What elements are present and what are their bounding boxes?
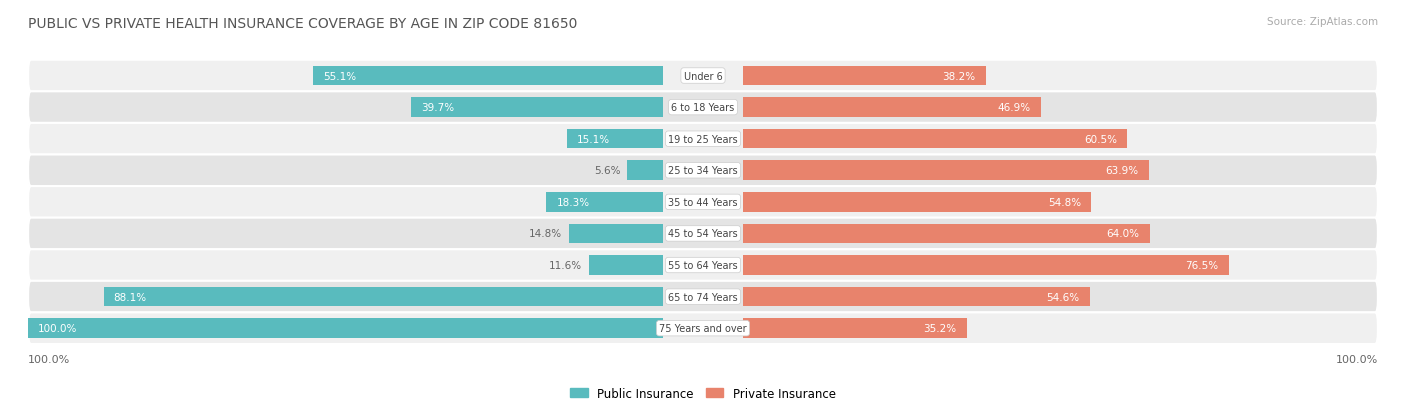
FancyBboxPatch shape <box>28 155 1378 187</box>
Text: 76.5%: 76.5% <box>1185 261 1219 271</box>
Text: 65 to 74 Years: 65 to 74 Years <box>668 292 738 302</box>
Bar <box>411 98 662 118</box>
Bar <box>744 224 1150 244</box>
Text: 54.8%: 54.8% <box>1047 197 1081 207</box>
Bar <box>28 319 662 338</box>
Bar <box>744 192 1091 212</box>
Text: PUBLIC VS PRIVATE HEALTH INSURANCE COVERAGE BY AGE IN ZIP CODE 81650: PUBLIC VS PRIVATE HEALTH INSURANCE COVER… <box>28 17 578 31</box>
Text: 19 to 25 Years: 19 to 25 Years <box>668 134 738 144</box>
FancyBboxPatch shape <box>28 249 1378 281</box>
FancyBboxPatch shape <box>28 218 1378 249</box>
Text: 5.6%: 5.6% <box>593 166 620 176</box>
FancyBboxPatch shape <box>28 92 1378 123</box>
Text: 25 to 34 Years: 25 to 34 Years <box>668 166 738 176</box>
FancyBboxPatch shape <box>28 61 1378 92</box>
Text: 63.9%: 63.9% <box>1105 166 1139 176</box>
Text: 55.1%: 55.1% <box>323 71 356 81</box>
Bar <box>744 98 1040 118</box>
Text: 60.5%: 60.5% <box>1084 134 1118 144</box>
Text: 11.6%: 11.6% <box>550 261 582 271</box>
Text: 55 to 64 Years: 55 to 64 Years <box>668 261 738 271</box>
Text: 75 Years and over: 75 Years and over <box>659 323 747 333</box>
Bar <box>744 66 986 86</box>
Text: 39.7%: 39.7% <box>420 103 454 113</box>
Text: Under 6: Under 6 <box>683 71 723 81</box>
Bar <box>744 161 1149 180</box>
Text: 64.0%: 64.0% <box>1107 229 1139 239</box>
Text: 100.0%: 100.0% <box>38 323 77 333</box>
Legend: Public Insurance, Private Insurance: Public Insurance, Private Insurance <box>565 382 841 404</box>
Bar <box>567 130 662 149</box>
Text: 38.2%: 38.2% <box>942 71 976 81</box>
Bar <box>547 192 662 212</box>
Bar <box>627 161 662 180</box>
Bar <box>744 256 1229 275</box>
Text: 6 to 18 Years: 6 to 18 Years <box>672 103 734 113</box>
Text: 15.1%: 15.1% <box>576 134 610 144</box>
FancyBboxPatch shape <box>28 313 1378 344</box>
Text: 88.1%: 88.1% <box>114 292 146 302</box>
Text: 18.3%: 18.3% <box>557 197 589 207</box>
Text: 45 to 54 Years: 45 to 54 Years <box>668 229 738 239</box>
FancyBboxPatch shape <box>28 187 1378 218</box>
FancyBboxPatch shape <box>28 123 1378 155</box>
Bar <box>589 256 662 275</box>
Text: 54.6%: 54.6% <box>1046 292 1080 302</box>
Bar <box>744 287 1090 307</box>
Bar <box>744 319 967 338</box>
Bar <box>314 66 662 86</box>
Text: 100.0%: 100.0% <box>28 354 70 364</box>
Text: 35.2%: 35.2% <box>924 323 956 333</box>
Text: Source: ZipAtlas.com: Source: ZipAtlas.com <box>1267 17 1378 26</box>
Text: 35 to 44 Years: 35 to 44 Years <box>668 197 738 207</box>
FancyBboxPatch shape <box>28 281 1378 313</box>
Bar <box>104 287 662 307</box>
Bar <box>744 130 1128 149</box>
Text: 46.9%: 46.9% <box>998 103 1031 113</box>
Text: 14.8%: 14.8% <box>529 229 562 239</box>
Bar <box>568 224 662 244</box>
Text: 100.0%: 100.0% <box>1336 354 1378 364</box>
